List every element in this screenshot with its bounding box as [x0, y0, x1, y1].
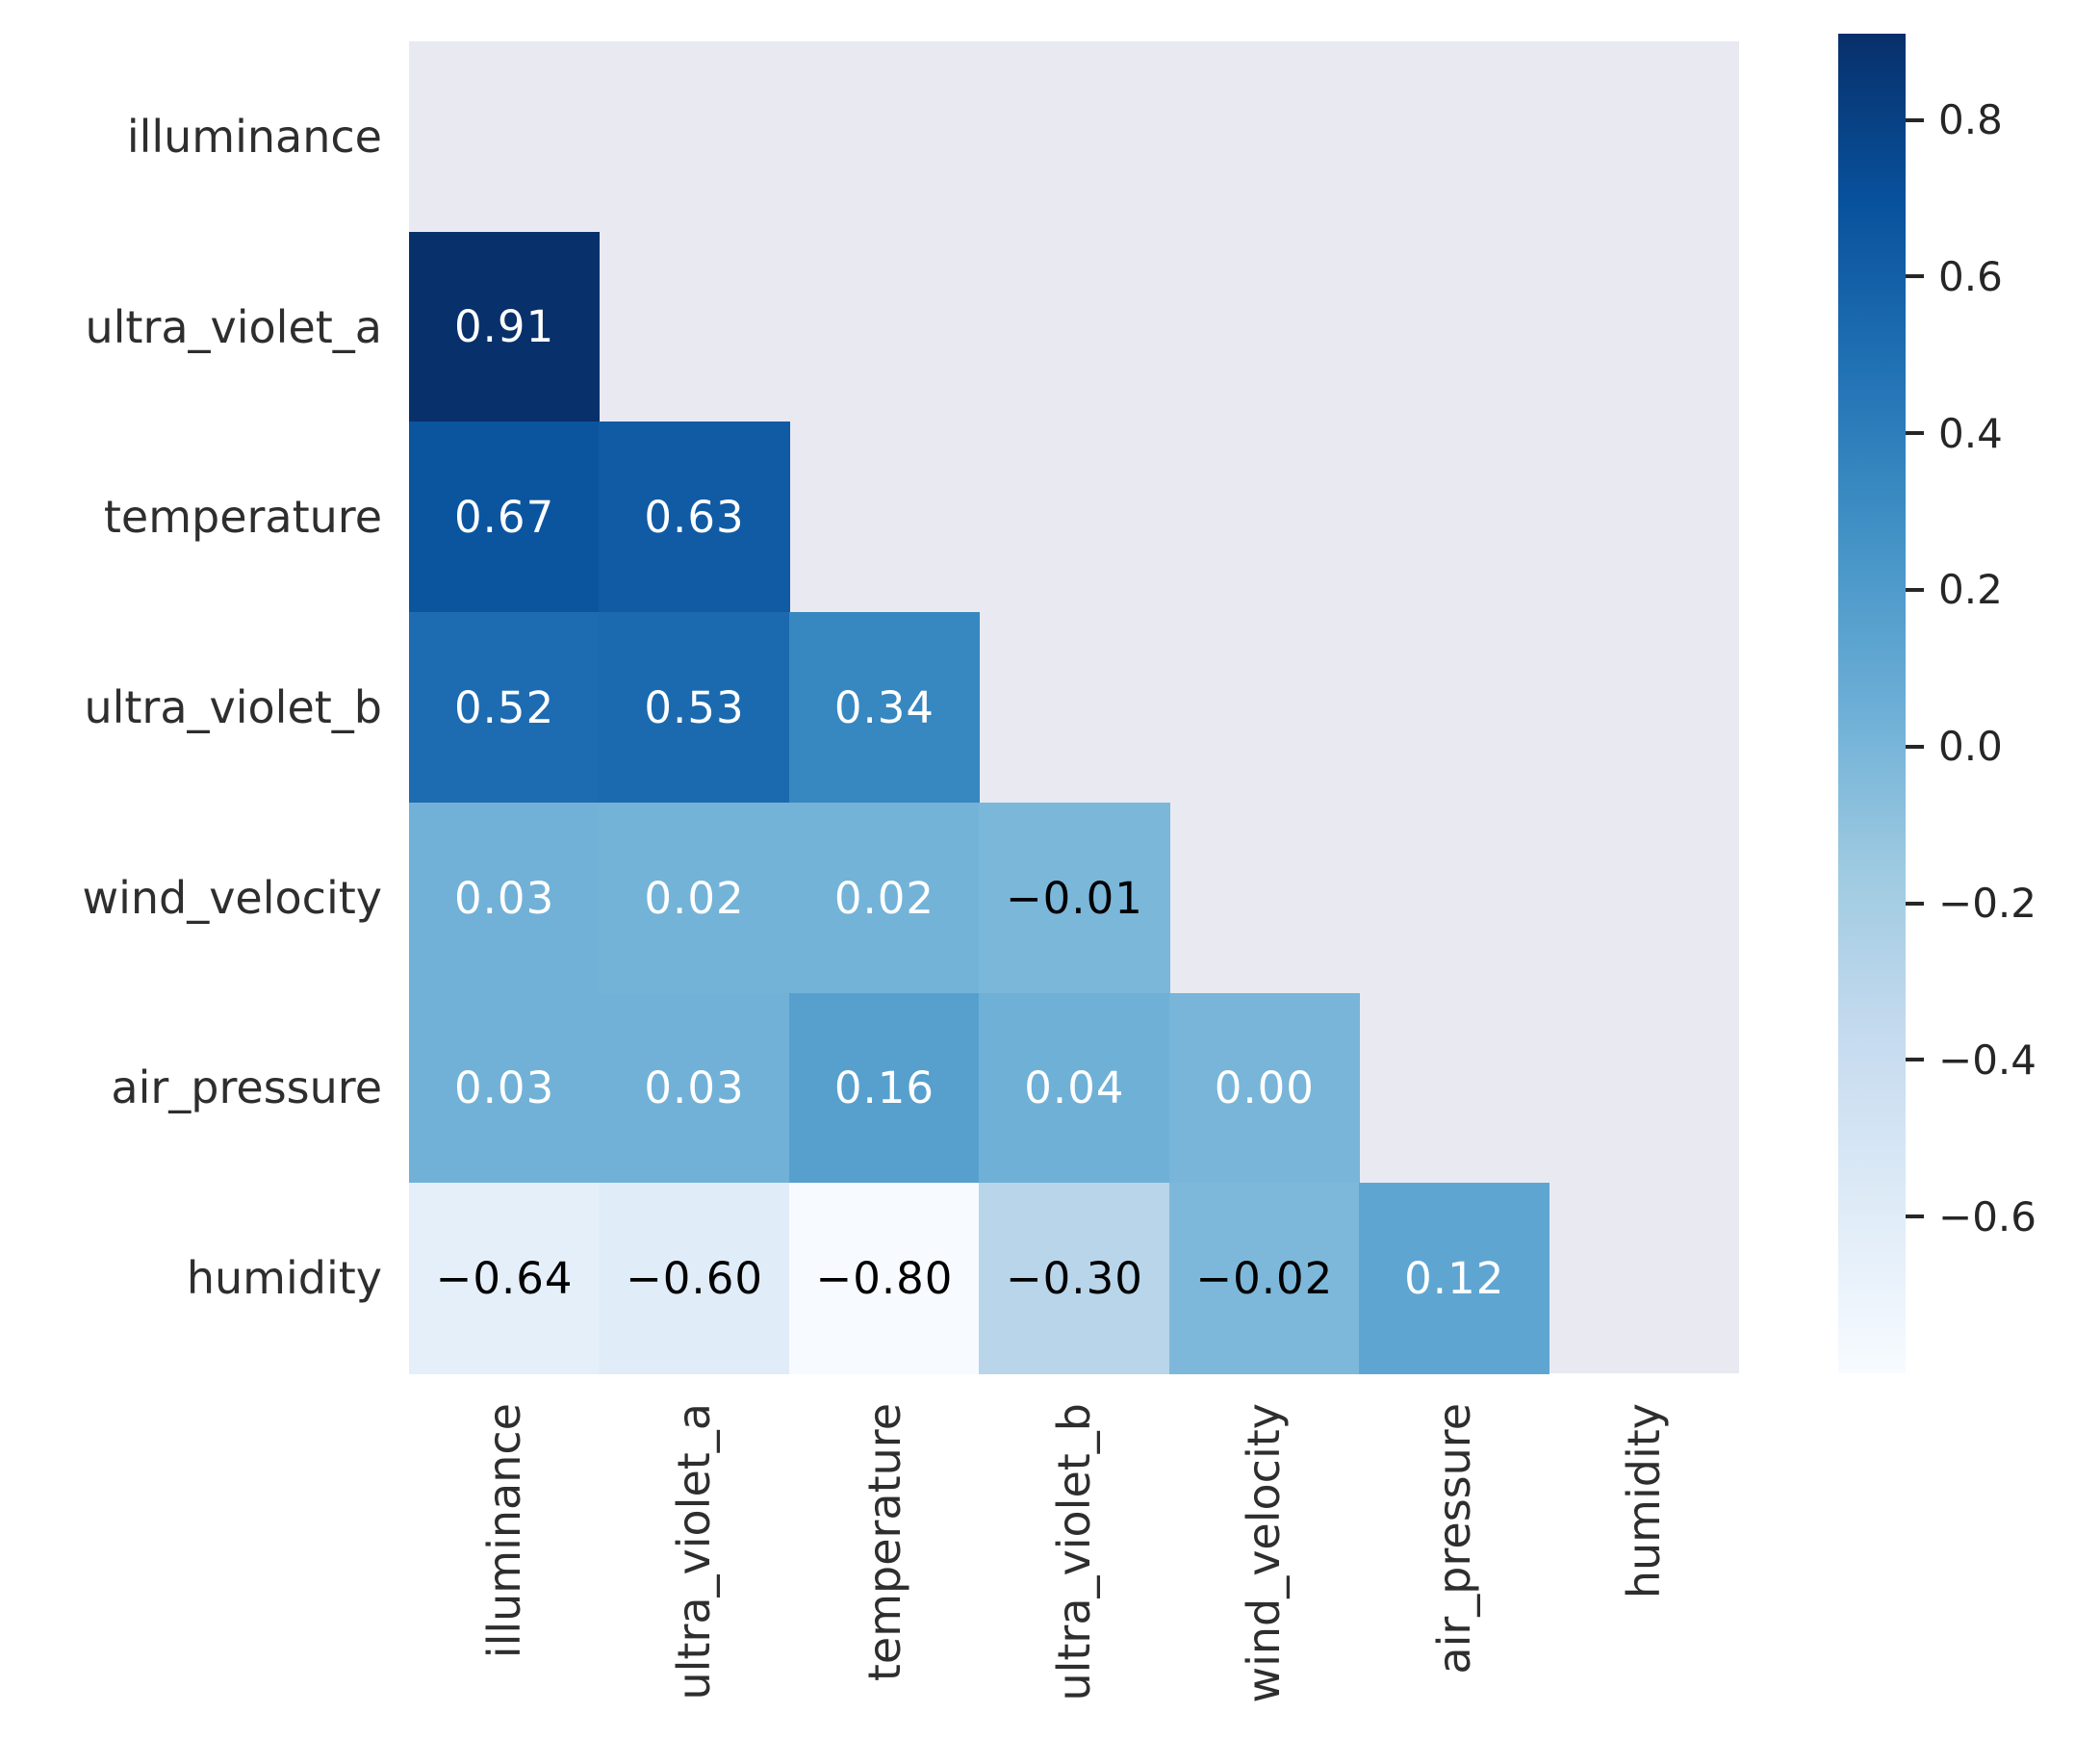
heatmap-plot-area: 0.91 0.67 0.63 0.52 0.53 0.34 0.03 0.02 0.02 −0.0… [409, 41, 1739, 1374]
cell-value: 0.16 [833, 1062, 935, 1114]
heatmap-cell-wind_velocity-illuminance: 0.03 [409, 802, 601, 994]
colorbar-tick-label-−0.4: −0.4 [1938, 1035, 2036, 1084]
heatmap-cell-air_pressure-temperature: 0.16 [788, 992, 981, 1185]
cell-value: −0.80 [815, 1253, 954, 1305]
x-tick-label-temperature: temperature [858, 1403, 910, 1682]
cell-value: 0.34 [833, 681, 935, 733]
heatmap-cell-ultra_violet_b-illuminance: 0.52 [409, 612, 601, 804]
heatmap-cell-temperature-illuminance: 0.67 [409, 422, 601, 613]
cell-value: −0.30 [1005, 1253, 1143, 1305]
cell-value: 0.53 [644, 681, 745, 733]
colorbar-tick-mark-0.2 [1906, 587, 1924, 592]
y-tick-label-humidity: humidity [186, 1252, 382, 1305]
cell-value: 0.03 [454, 872, 555, 924]
colorbar-tick-mark-−0.6 [1906, 1214, 1924, 1219]
heatmap-cell-humidity-temperature: −0.80 [788, 1183, 981, 1374]
heatmap-cell-ultra_violet_a-illuminance: 0.91 [409, 231, 601, 423]
colorbar-tick-label-−0.2: −0.2 [1938, 880, 2036, 928]
colorbar [1838, 34, 1906, 1373]
cell-value: −0.02 [1195, 1253, 1334, 1305]
heatmap-cell-wind_velocity-ultra_violet_b: −0.01 [979, 802, 1170, 994]
x-tick-label-air_pressure: air_pressure [1427, 1403, 1480, 1675]
cell-value: 0.12 [1404, 1253, 1505, 1305]
cell-value: 0.03 [454, 1062, 555, 1114]
x-tick-label-humidity: humidity [1618, 1403, 1671, 1599]
heatmap-cell-ultra_violet_b-temperature: 0.34 [788, 612, 981, 804]
heatmap-cell-humidity-ultra_violet_b: −0.30 [979, 1183, 1170, 1374]
cell-value: 0.91 [454, 301, 555, 353]
x-tick-label-ultra_violet_a: ultra_violet_a [668, 1403, 721, 1700]
cell-value: 0.00 [1214, 1062, 1315, 1114]
colorbar-tick-label-0.0: 0.0 [1938, 723, 2003, 771]
heatmap-cell-air_pressure-ultra_violet_a: 0.03 [599, 992, 790, 1185]
colorbar-tick-mark-−0.2 [1906, 901, 1924, 906]
colorbar-tick-label-0.6: 0.6 [1938, 252, 2003, 300]
heatmap-cell-humidity-illuminance: −0.64 [409, 1183, 601, 1374]
cell-value: −0.60 [626, 1253, 763, 1305]
heatmap-cell-temperature-ultra_violet_a: 0.63 [599, 422, 790, 613]
y-tick-label-illuminance: illuminance [126, 110, 382, 163]
heatmap-cell-air_pressure-wind_velocity: 0.00 [1168, 992, 1360, 1185]
colorbar-tick-label-0.2: 0.2 [1938, 566, 2003, 614]
y-tick-label-ultra_violet_b: ultra_violet_b [84, 680, 382, 733]
heatmap-cell-wind_velocity-ultra_violet_a: 0.02 [599, 802, 790, 994]
cell-value: 0.04 [1024, 1062, 1125, 1114]
cell-value: 0.02 [644, 872, 745, 924]
heatmap-cell-humidity-air_pressure: 0.12 [1359, 1183, 1550, 1374]
cell-value: 0.03 [644, 1062, 745, 1114]
heatmap-cell-wind_velocity-temperature: 0.02 [788, 802, 981, 994]
colorbar-tick-label-−0.6: −0.6 [1938, 1192, 2036, 1240]
y-tick-label-wind_velocity: wind_velocity [82, 871, 382, 924]
y-tick-label-air_pressure: air_pressure [111, 1061, 382, 1114]
colorbar-tick-mark-0.8 [1906, 117, 1924, 122]
heatmap-cell-air_pressure-illuminance: 0.03 [409, 992, 601, 1185]
cell-value: 0.67 [454, 492, 555, 544]
heatmap-cell-humidity-ultra_violet_a: −0.60 [599, 1183, 790, 1374]
colorbar-tick-label-0.4: 0.4 [1938, 409, 2003, 457]
colorbar-tick-mark-0.0 [1906, 744, 1924, 749]
y-tick-label-temperature: temperature [103, 491, 382, 544]
colorbar-tick-label-0.8: 0.8 [1938, 96, 2003, 144]
x-tick-label-wind_velocity: wind_velocity [1238, 1403, 1291, 1703]
heatmap-cell-humidity-wind_velocity: −0.02 [1168, 1183, 1360, 1374]
cell-value: 0.63 [644, 492, 745, 544]
cell-value: −0.64 [435, 1253, 574, 1305]
cell-value: 0.52 [454, 681, 555, 733]
heatmap-cell-ultra_violet_b-ultra_violet_a: 0.53 [599, 612, 790, 804]
colorbar-tick-mark-0.4 [1906, 431, 1924, 436]
x-tick-label-illuminance: illuminance [477, 1403, 530, 1659]
heatmap-cell-air_pressure-ultra_violet_b: 0.04 [979, 992, 1170, 1185]
cell-value: −0.01 [1005, 872, 1143, 924]
y-tick-label-ultra_violet_a: ultra_violet_a [85, 300, 382, 353]
cell-value: 0.02 [833, 872, 935, 924]
x-tick-label-ultra_violet_b: ultra_violet_b [1048, 1403, 1100, 1701]
colorbar-tick-mark-0.6 [1906, 274, 1924, 279]
colorbar-tick-mark-−0.4 [1906, 1058, 1924, 1062]
